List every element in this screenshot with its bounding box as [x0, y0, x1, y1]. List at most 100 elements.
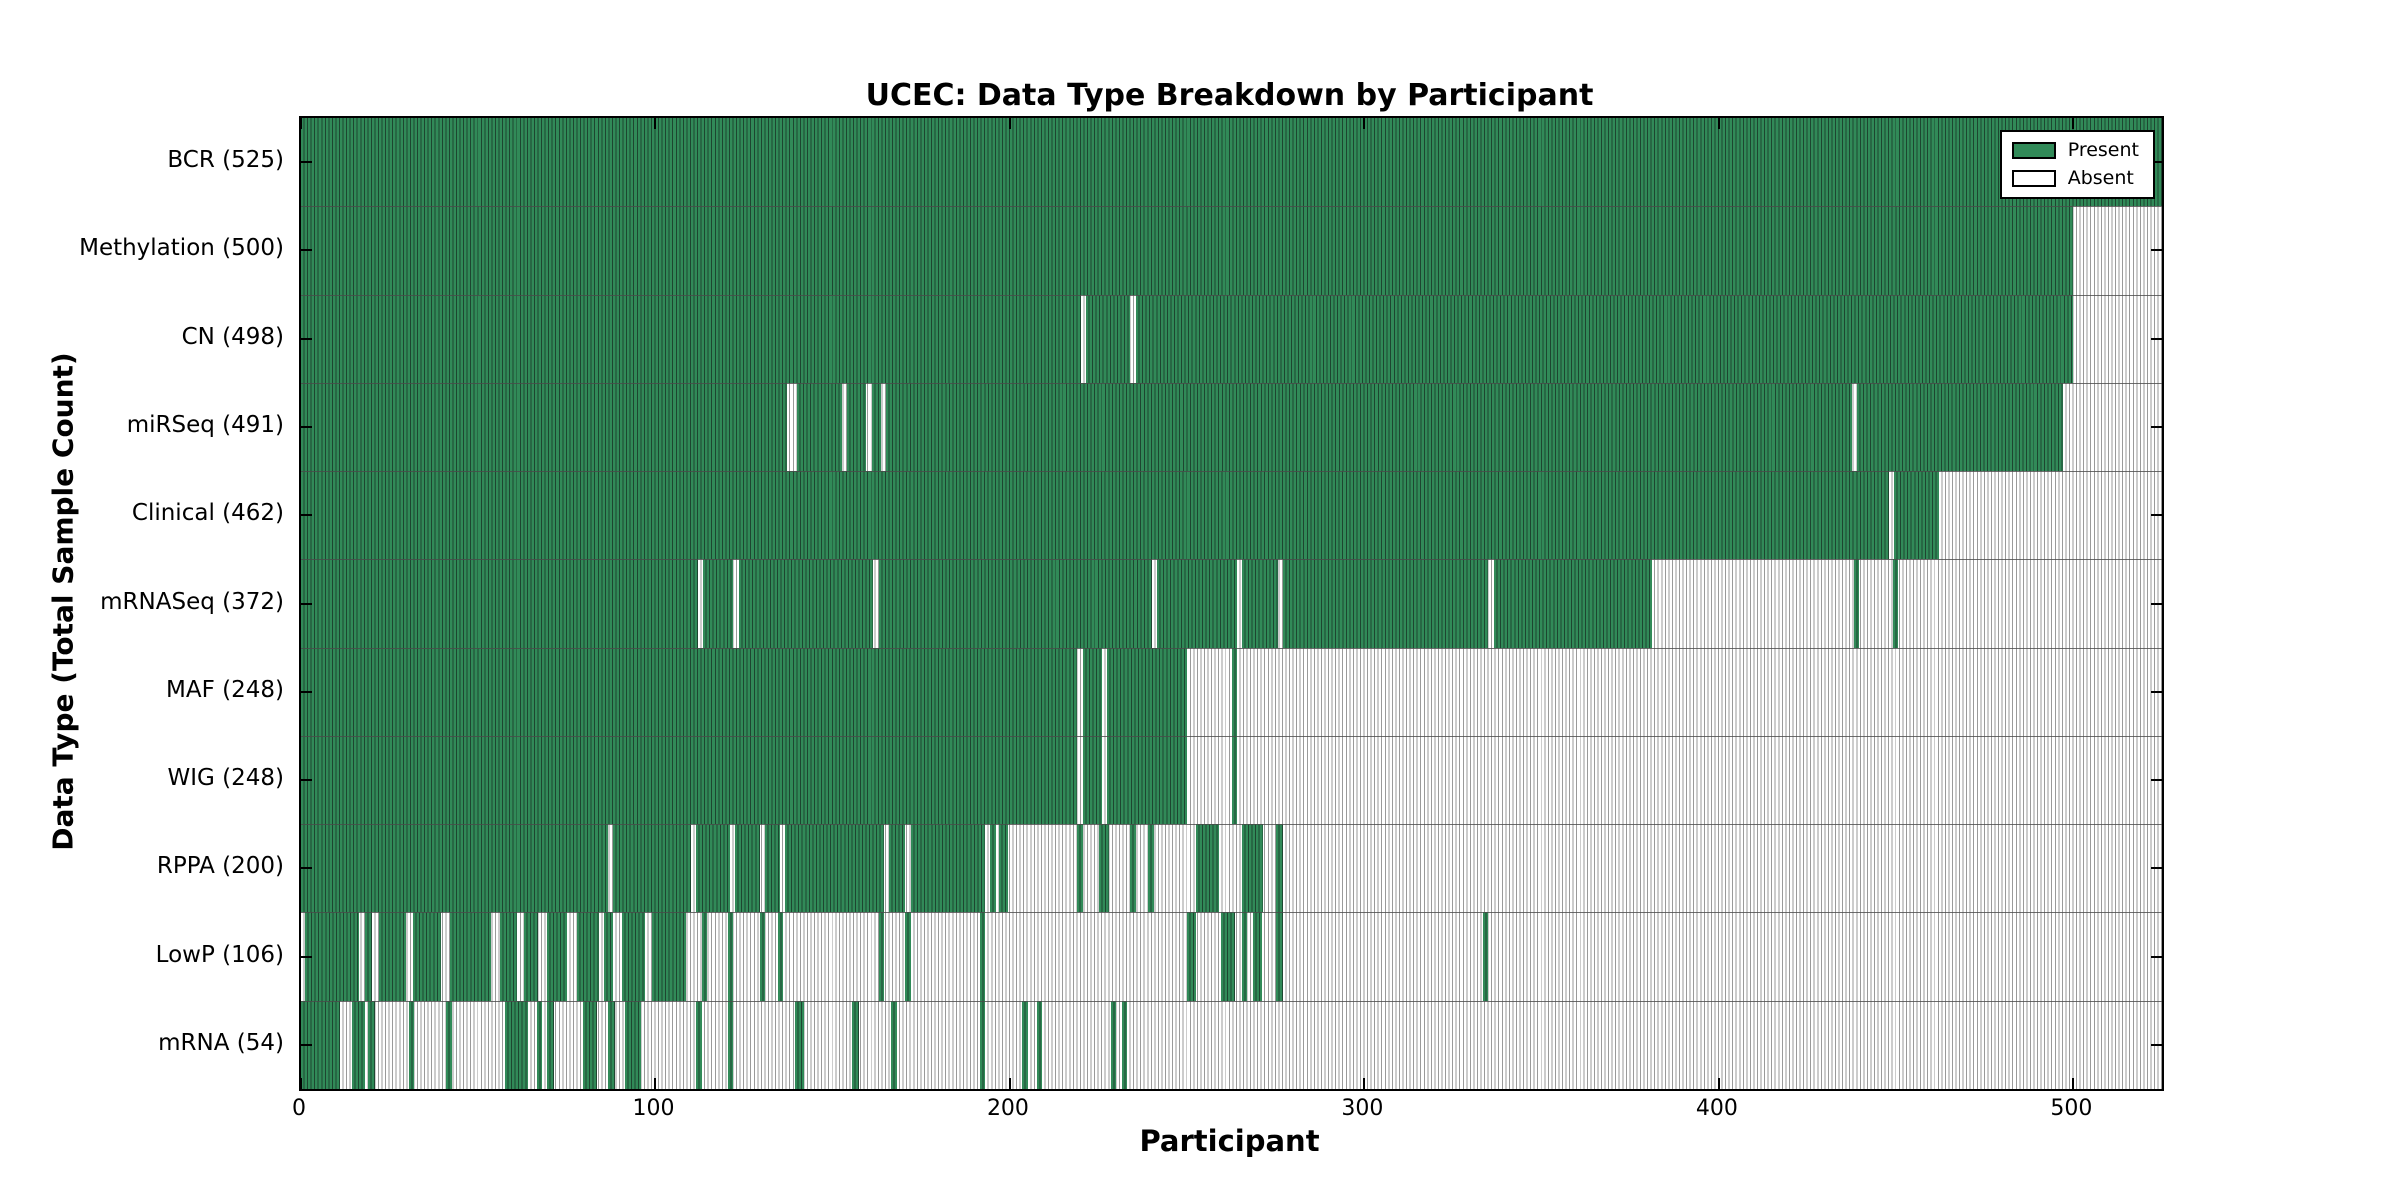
present-segment — [301, 559, 698, 648]
present-segment — [446, 1000, 452, 1089]
present-segment — [301, 735, 1078, 825]
present-segment — [795, 1000, 805, 1089]
present-segment — [999, 824, 1009, 913]
y-tick — [2151, 602, 2162, 605]
row-divider — [301, 1000, 2162, 1002]
matrix-row-CN — [301, 294, 2162, 383]
present-segment — [797, 382, 842, 472]
matrix-row-WIG — [301, 735, 2162, 825]
present-segment — [979, 912, 986, 1001]
y-tick — [301, 779, 312, 782]
x-tick — [1717, 1078, 1720, 1089]
y-tick — [301, 249, 312, 252]
present-segment — [1231, 647, 1237, 736]
row-divider — [301, 647, 2162, 649]
y-tick-label-BCR: BCR (525) — [167, 147, 284, 174]
present-segment — [777, 912, 784, 1001]
present-segment — [547, 1000, 555, 1089]
present-segment — [1107, 647, 1188, 736]
present-segment — [1130, 824, 1136, 913]
present-segment — [1853, 559, 1859, 648]
y-tick — [2151, 1043, 2162, 1046]
matrix-row-mRNASeq — [301, 559, 2162, 648]
row-divider — [301, 912, 2162, 914]
x-tick-label: 100 — [632, 1096, 675, 1121]
present-segment — [979, 1000, 986, 1089]
present-segment — [728, 912, 734, 1001]
present-segment — [701, 912, 707, 1001]
present-swatch — [2011, 142, 2056, 159]
present-segment — [301, 382, 787, 472]
present-segment — [784, 824, 885, 913]
present-segment — [871, 382, 881, 472]
y-tick — [301, 602, 312, 605]
present-segment — [1098, 824, 1110, 913]
row-divider — [301, 824, 2162, 826]
present-segment — [582, 1000, 597, 1089]
legend-item-absent: Absent — [2011, 167, 2139, 189]
present-segment — [1493, 559, 1652, 648]
present-segment — [765, 824, 780, 913]
present-segment — [1022, 1000, 1028, 1089]
legend: Present Absent — [1999, 130, 2155, 199]
y-tick — [2151, 955, 2162, 958]
present-segment — [885, 382, 1852, 472]
y-tick — [301, 867, 312, 870]
present-segment — [1282, 559, 1489, 648]
present-segment — [499, 912, 518, 1001]
present-segment — [1252, 912, 1262, 1001]
present-segment — [1157, 559, 1237, 648]
x-tick-label: 500 — [2050, 1096, 2093, 1121]
x-tick — [2072, 118, 2075, 129]
legend-label-absent: Absent — [2067, 167, 2134, 189]
present-segment — [409, 1000, 415, 1089]
present-segment — [364, 912, 372, 1001]
y-tick — [2151, 337, 2162, 340]
present-segment — [1110, 1000, 1117, 1089]
x-tick-label: 200 — [986, 1096, 1029, 1121]
present-segment — [889, 824, 906, 913]
y-tick-label-mRNA: mRNA (54) — [158, 1029, 284, 1056]
y-tick-label-Clinical: Clinical (462) — [131, 500, 284, 527]
present-segment — [905, 912, 911, 1001]
y-tick — [2151, 690, 2162, 693]
present-segment — [1220, 912, 1236, 1001]
x-tick — [654, 118, 657, 129]
y-tick-label-RPPA: RPPA (200) — [156, 853, 284, 880]
present-segment — [1086, 294, 1131, 383]
present-segment — [910, 824, 986, 913]
x-tick-label: 0 — [292, 1096, 306, 1121]
present-segment — [1135, 294, 2074, 383]
x-tick — [300, 118, 302, 129]
y-tick — [301, 514, 312, 517]
present-segment — [368, 1000, 376, 1089]
present-segment — [1483, 912, 1489, 1001]
present-segment — [301, 647, 1078, 736]
chart-title: UCEC: Data Type Breakdown by Participant — [865, 78, 1594, 113]
y-tick-label-LowP: LowP (106) — [155, 941, 284, 968]
present-segment — [696, 824, 730, 913]
present-segment — [703, 559, 734, 648]
present-segment — [1107, 735, 1188, 825]
row-divider — [301, 294, 2162, 296]
x-tick — [1363, 1078, 1366, 1089]
y-tick — [2151, 425, 2162, 428]
row-divider — [301, 206, 2162, 208]
present-segment — [301, 824, 608, 913]
matrix-row-MAF — [301, 647, 2162, 736]
present-segment — [738, 559, 874, 648]
y-tick-label-mRNASeq: mRNASeq (372) — [100, 588, 284, 615]
x-tick — [1363, 118, 1366, 129]
present-segment — [621, 912, 645, 1001]
present-segment — [1187, 912, 1197, 1001]
present-segment — [1275, 824, 1283, 913]
present-segment — [504, 1000, 528, 1089]
present-segment — [412, 912, 441, 1001]
y-tick — [301, 425, 312, 428]
present-segment — [1242, 824, 1264, 913]
present-segment — [728, 1000, 734, 1089]
present-segment — [301, 206, 2074, 295]
matrix-row-RPPA — [301, 824, 2162, 913]
y-tick — [2151, 779, 2162, 782]
